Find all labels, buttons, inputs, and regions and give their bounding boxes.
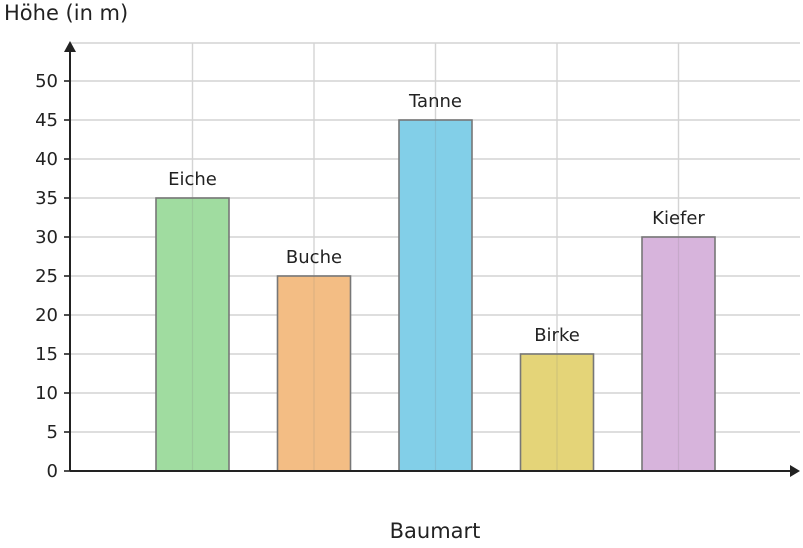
y-tick-label: 10 [35, 383, 58, 404]
y-tick-label: 25 [35, 266, 58, 287]
y-tick-label: 30 [35, 227, 58, 248]
bar-label-birke: Birke [534, 325, 580, 346]
bar-buche [276, 275, 352, 472]
y-tick-label: 20 [35, 305, 58, 326]
y-ticks: 0 5 10 15 20 25 30 35 40 45 50 [35, 71, 70, 482]
y-tick-label: 0 [47, 461, 58, 482]
bar-label-tanne: Tanne [408, 91, 462, 112]
bar-tanne [398, 119, 473, 472]
y-tick-label: 15 [35, 344, 58, 365]
bar-birke [519, 353, 595, 472]
bar-label-kiefer: Kiefer [652, 208, 705, 229]
bars [155, 119, 716, 472]
bar-label-buche: Buche [286, 247, 342, 268]
bar-labels: Eiche Buche Tanne Birke Kiefer [168, 91, 705, 346]
y-tick-label: 40 [35, 149, 58, 170]
bar-label-eiche: Eiche [168, 169, 217, 190]
y-axis-title: Höhe (in m) [4, 1, 128, 25]
y-tick-label: 45 [35, 110, 58, 131]
y-tick-label: 35 [35, 188, 58, 209]
x-axis-arrow [790, 465, 800, 477]
x-axis-title: Baumart [390, 519, 481, 543]
y-axis-arrow [64, 41, 76, 52]
y-tick-label: 50 [35, 71, 58, 92]
bar-kiefer [641, 236, 716, 472]
y-tick-label: 5 [47, 422, 58, 443]
axes [64, 41, 800, 477]
